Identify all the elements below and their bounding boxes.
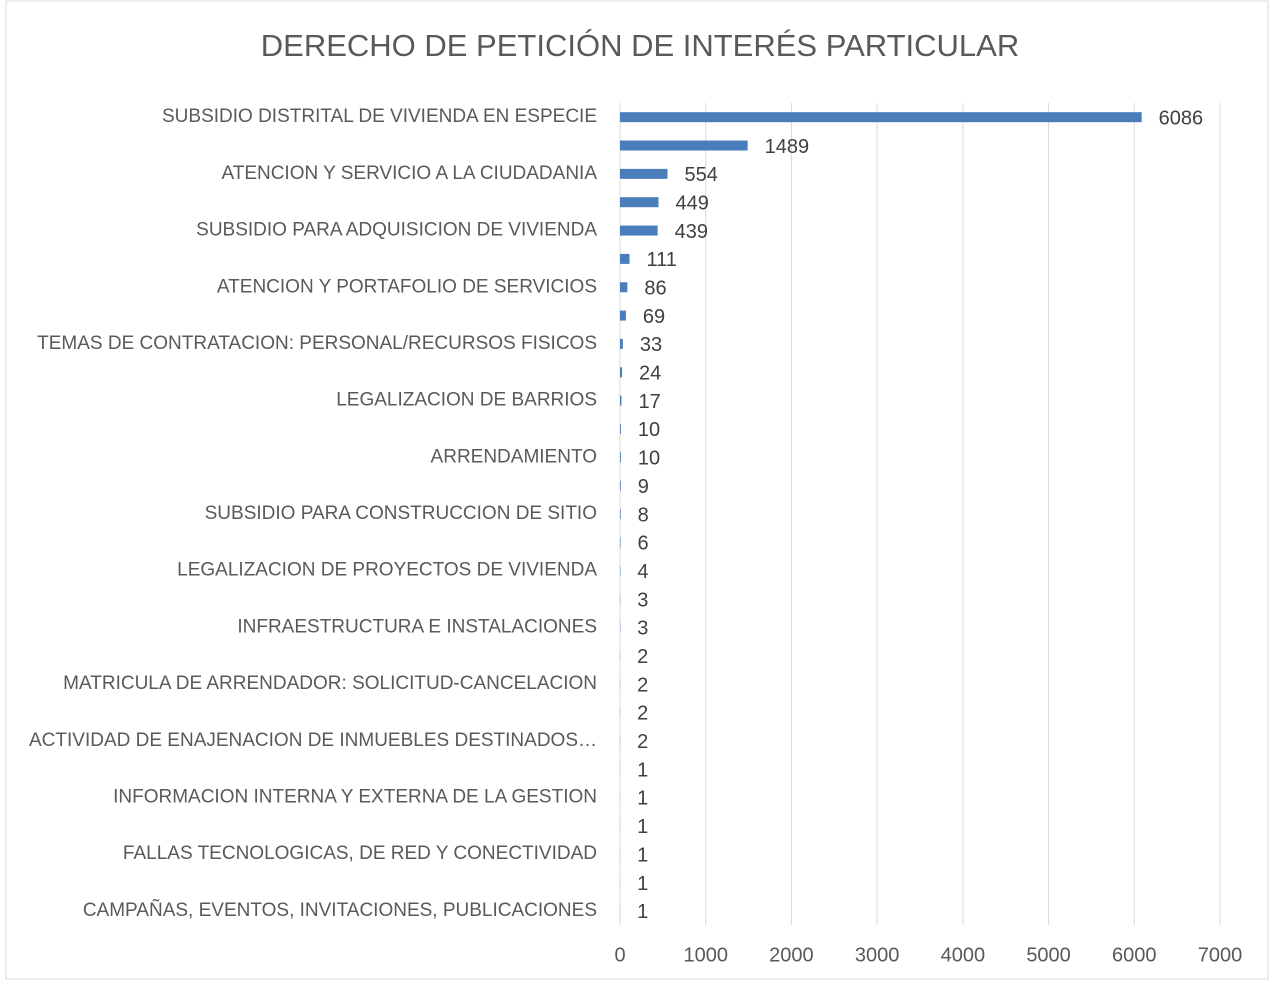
y-tick-label: SUBSIDIO PARA CONSTRUCCION DE SITIO <box>205 503 597 524</box>
y-tick-label: INFORMACION INTERNA Y EXTERNA DE LA GEST… <box>113 786 597 807</box>
y-tick-label: TEMAS DE CONTRATACION: PERSONAL/RECURSOS… <box>37 333 597 354</box>
data-label: 111 <box>647 249 677 271</box>
data-label: 3 <box>637 618 648 640</box>
y-tick-label: ATENCION Y SERVICIO A LA CIUDADANIA <box>221 163 597 184</box>
bar <box>620 310 626 321</box>
data-label: 1 <box>637 788 648 810</box>
bar <box>620 452 621 463</box>
data-label: 1 <box>637 816 648 838</box>
data-label: 10 <box>638 419 660 441</box>
data-label: 2 <box>637 703 648 725</box>
data-label: 33 <box>640 334 662 356</box>
data-label: 4 <box>637 561 648 583</box>
y-tick-label: ARRENDAMIENTO <box>431 446 597 467</box>
data-label: 2 <box>637 674 648 696</box>
y-tick-label: LEGALIZACION DE BARRIOS <box>336 390 597 411</box>
bar <box>620 140 748 151</box>
bar <box>620 112 1142 123</box>
bar <box>620 225 658 236</box>
x-tick-label: 6000 <box>1112 944 1157 966</box>
x-tick-label: 2000 <box>769 944 814 966</box>
x-tick-label: 1000 <box>683 944 728 966</box>
bar <box>620 197 659 208</box>
data-label: 86 <box>644 278 666 300</box>
x-tick-label: 5000 <box>1026 944 1071 966</box>
x-tick-label: 0 <box>614 944 625 966</box>
data-label: 1 <box>637 873 648 895</box>
bar <box>620 338 623 349</box>
data-label: 449 <box>675 192 708 214</box>
bar <box>620 423 621 434</box>
chart-border <box>5 0 1269 980</box>
x-tick-label: 7000 <box>1198 944 1243 966</box>
data-label: 69 <box>643 306 665 328</box>
data-label: 1 <box>637 901 648 923</box>
bar <box>620 367 623 378</box>
data-label: 1 <box>637 844 648 866</box>
data-label: 6 <box>638 533 649 555</box>
data-label: 2 <box>637 731 648 753</box>
y-tick-label: ATENCION Y PORTAFOLIO DE SERVICIOS <box>217 276 597 297</box>
bar <box>620 509 621 519</box>
data-label: 24 <box>639 363 661 385</box>
chart-title: DERECHO DE PETICIÓN DE INTERÉS PARTICULA… <box>261 28 1019 63</box>
y-tick-label: ACTIVIDAD DE ENAJENACION DE INMUEBLES DE… <box>29 730 597 751</box>
y-tick-label: CAMPAÑAS, EVENTOS, INVITACIONES, PUBLICA… <box>83 899 597 921</box>
y-tick-label: LEGALIZACION DE PROYECTOS DE VIVIENDA <box>177 560 597 581</box>
y-tick-label: MATRICULA DE ARRENDADOR: SOLICITUD-CANCE… <box>63 673 597 694</box>
y-tick-label: FALLAS TECNOLOGICAS, DE RED Y CONECTIVID… <box>123 843 597 864</box>
bar <box>620 480 621 491</box>
data-label: 10 <box>638 448 660 470</box>
bar <box>620 537 621 548</box>
y-tick-label: INFRAESTRUCTURA E INSTALACIONES <box>237 616 597 637</box>
data-label: 17 <box>638 391 660 413</box>
data-label: 554 <box>684 164 717 186</box>
data-label: 6086 <box>1159 107 1204 129</box>
y-tick-label: SUBSIDIO DISTRITAL DE VIVIENDA EN ESPECI… <box>162 106 597 127</box>
data-label: 1489 <box>765 136 810 158</box>
y-tick-label: SUBSIDIO PARA ADQUISICION DE VIVIENDA <box>196 220 597 241</box>
data-label: 439 <box>675 221 708 243</box>
x-tick-label: 4000 <box>941 944 986 966</box>
data-label: 1 <box>637 759 648 781</box>
bar <box>620 282 628 293</box>
data-label: 2 <box>637 646 648 668</box>
x-tick-label: 3000 <box>855 944 900 966</box>
data-label: 3 <box>637 589 648 611</box>
bar <box>620 168 668 179</box>
data-label: 9 <box>638 476 649 498</box>
bar <box>620 253 630 264</box>
bar <box>620 395 622 406</box>
data-label: 8 <box>638 504 649 526</box>
